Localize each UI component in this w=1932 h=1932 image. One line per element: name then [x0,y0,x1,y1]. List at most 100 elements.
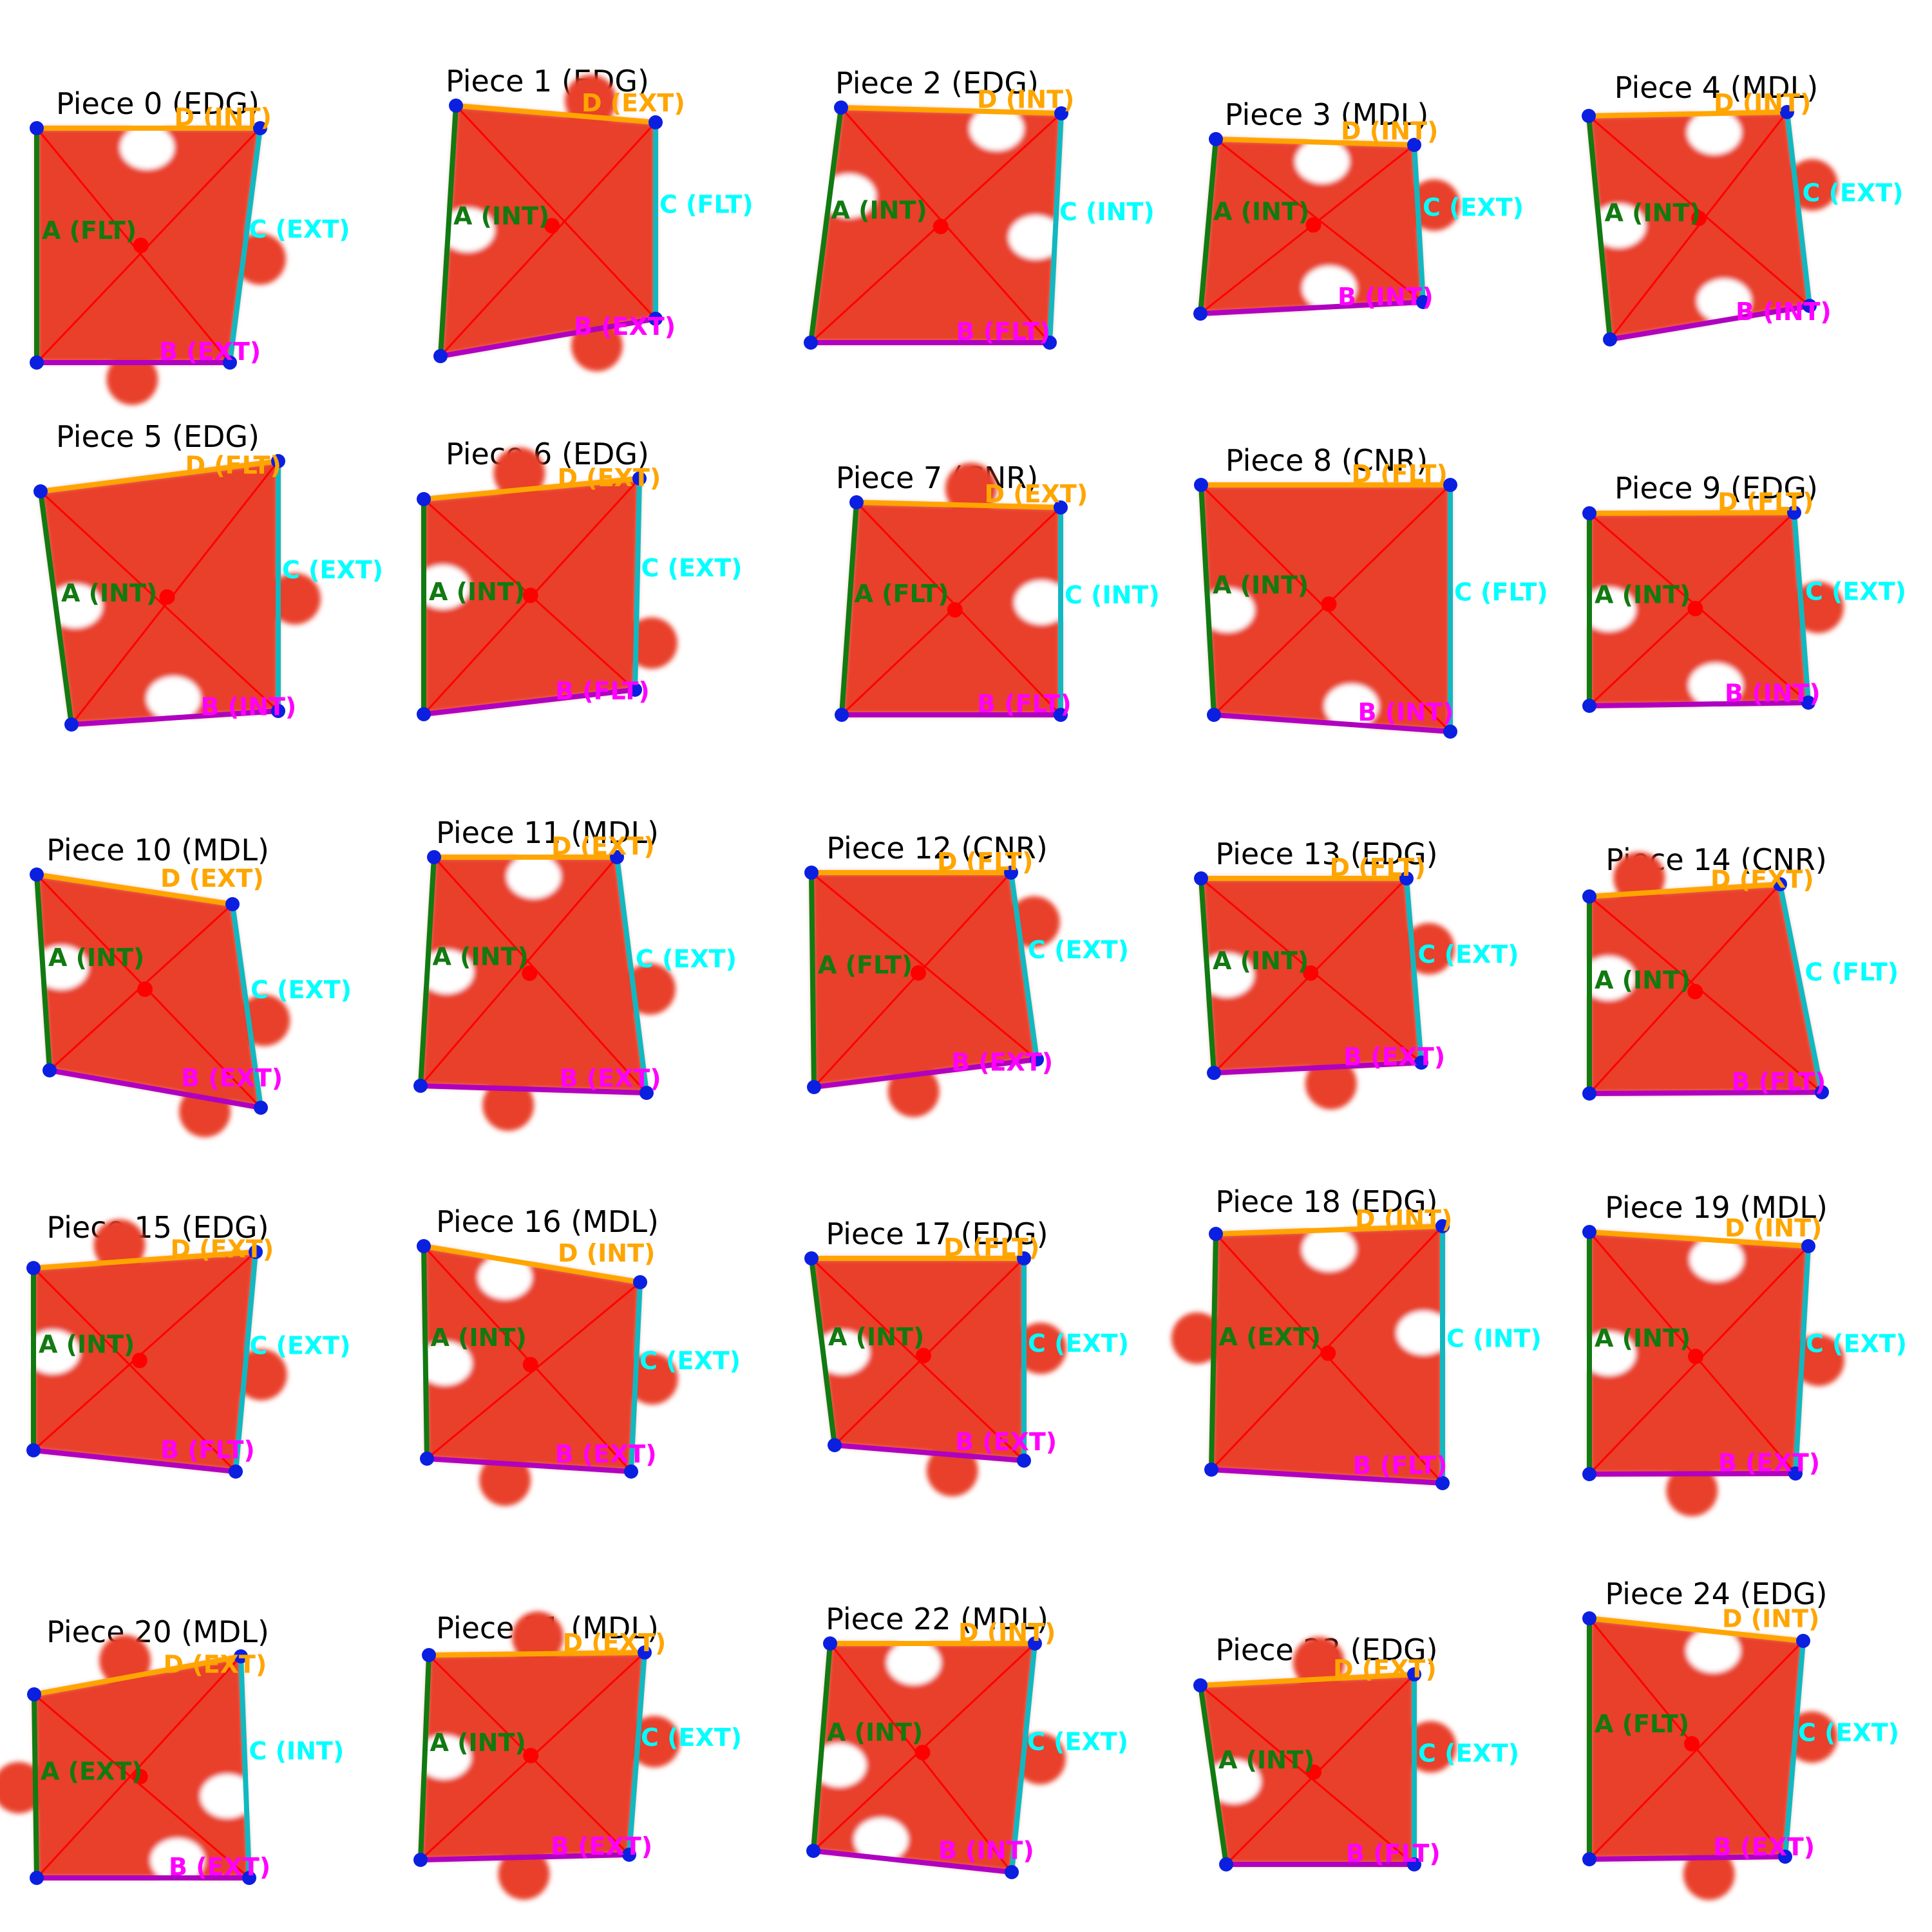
corner-dot [1582,1225,1596,1239]
edge-b [1209,1467,1445,1486]
corner-dot [804,1251,819,1265]
piece-title: Piece 18 (EDG) [1215,1184,1437,1219]
edge-d [1587,882,1783,899]
corner-dot [417,1239,431,1253]
piece-title: Piece 6 (EDG) [446,437,649,471]
corner-dot [1787,506,1801,520]
edge-label-a: A (INT) [1595,581,1690,609]
edge-label-c: C (EXT) [1418,940,1519,969]
center-dot [1684,1736,1700,1752]
center-dot [1305,217,1321,233]
edge-label-d: D (EXT) [985,480,1088,508]
corner-dot [1030,1052,1044,1066]
edge-label-a: A (INT) [1213,571,1309,600]
center-dot [1321,596,1337,612]
corner-dot [413,1079,428,1093]
corner-dot [632,471,647,486]
edge-label-c: C (EXT) [1028,1329,1129,1358]
edge-b [418,1852,632,1862]
edge-label-a: A (INT) [828,1323,924,1351]
piece-body [41,461,321,724]
edge-label-b: B (FLT) [160,1436,255,1464]
edge-b [424,1456,634,1474]
corner-dot [1017,1454,1031,1468]
edge-label-b: B (EXT) [560,1065,661,1093]
edge-a [1209,1231,1218,1472]
corner-dot [806,1844,820,1858]
corner-dot [1407,1857,1421,1871]
puzzle-piece: Piece 12 (CNR) A (FLT) B (EXT) C (EXT) D (FL… [804,831,1129,1117]
edge-d [1586,109,1790,118]
edge-a [808,105,844,345]
edge-c [1777,882,1824,1095]
corner-dot [30,867,44,882]
corner-dot [64,717,79,732]
piece-body [417,1246,678,1506]
edge-label-a: A (INT) [39,1331,135,1359]
corner-dot [229,1464,243,1479]
corner-dot [1209,1227,1223,1241]
edge-d [854,500,1063,510]
edge-label-d: D (INT) [175,103,272,131]
edge-label-d: D (EXT) [582,89,685,117]
corner-dot [1194,478,1208,492]
edge-label-a: A (INT) [827,1718,923,1747]
corner-dot [1435,1219,1450,1233]
puzzle-piece: Piece 3 (MDL) A (INT) B (INT) C (EXT) D (INT… [1193,97,1524,321]
edge-label-a: A (INT) [433,943,529,971]
edge-label-c: C (EXT) [641,554,743,582]
edge-d [32,1654,243,1697]
piece-title: Piece 20 (MDL) [46,1615,269,1649]
edge-b [47,1068,263,1110]
edge-a [421,1244,430,1461]
edge-a [1198,137,1218,316]
edge-label-d: D (EXT) [551,832,655,860]
edge-label-d: D (EXT) [563,1629,667,1657]
edge-a [34,872,52,1073]
edge-c [1792,510,1811,705]
edge-label-d: D (EXT) [160,864,264,893]
corner-dot [1801,696,1815,710]
edge-c [1793,1244,1811,1476]
edge-a [438,103,459,359]
edge-label-a: A (FLT) [1595,1710,1689,1738]
edge-label-d: D (FLT) [937,848,1033,876]
edge-b [1587,1090,1824,1096]
corner-dot [1582,699,1596,713]
edge-label-b: B (INT) [1338,283,1434,311]
corner-dot [223,355,237,370]
piece-title: Piece 24 (EDG) [1605,1577,1827,1611]
corner-dot [633,1275,647,1289]
edge-label-d: D (EXT) [558,464,661,492]
center-dot [522,587,538,603]
corner-dot [1005,1865,1019,1879]
edge-d [453,103,658,125]
edge-label-d: D (EXT) [1710,866,1814,894]
center-dot [137,981,153,997]
edge-label-b: B (FLT) [555,677,650,705]
piece-title: Piece 12 (CNR) [826,831,1048,866]
edge-label-d: D (INT) [1355,1205,1452,1233]
edge-label-d: D (FLT) [1330,853,1426,882]
edge-b [832,1443,1027,1463]
piece-title: Piece 7 (CNR) [836,460,1038,495]
edge-label-c: C (FLT) [1454,578,1548,607]
corner-dot [1204,1463,1218,1477]
edge-c [1404,876,1424,1065]
edge-c [1785,109,1812,308]
piece-diagonals [811,871,1037,1088]
center-dot [1320,1345,1336,1361]
edge-c [227,126,263,365]
puzzle-piece: Piece 19 (MDL) A (INT) B (EXT) C (EXT) D (IN… [1581,1190,1907,1517]
center-dot [132,1768,148,1785]
edge-label-c: C (EXT) [250,1332,351,1360]
corner-dot [828,1438,842,1452]
corner-dot [1207,708,1221,722]
edge-label-c: C (EXT) [251,976,352,1004]
edge-b [1587,1854,1788,1862]
puzzle-piece: Piece 7 (CNR) A (FLT) B (FLT) C (INT) D (EXT… [835,460,1160,722]
puzzle-piece: Piece 20 (MDL) A (EXT) B (EXT) C (INT) D (EX… [0,1615,344,1885]
edge-b [1198,299,1426,316]
edge-c [627,1650,647,1857]
edge-label-a: A (INT) [429,578,525,606]
